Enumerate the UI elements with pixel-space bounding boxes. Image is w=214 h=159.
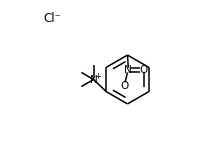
Text: Cl⁻: Cl⁻	[44, 12, 62, 25]
Text: N: N	[90, 75, 98, 84]
Text: O: O	[120, 81, 128, 91]
Text: O: O	[140, 65, 148, 75]
Text: +: +	[95, 72, 101, 80]
Text: N: N	[124, 65, 132, 75]
